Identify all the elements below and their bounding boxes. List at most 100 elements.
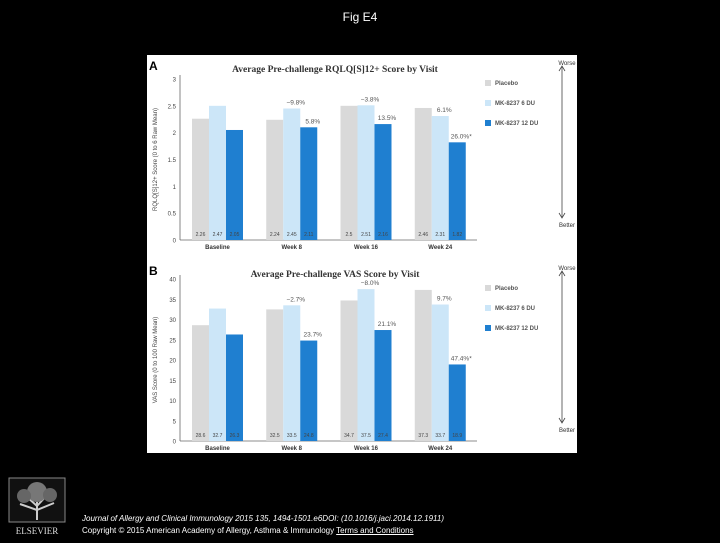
worse-label: Worse [558,61,576,67]
legend-swatch [485,305,491,311]
panel-letter: B [149,264,158,278]
legend-label: Placebo [495,286,518,292]
legend-swatch [485,100,491,106]
elsevier-logo: ELSEVIER [6,476,68,538]
bar-value-label: 2.5 [346,232,353,238]
legend-swatch [485,325,491,331]
bar [448,142,466,240]
category-label: Baseline [205,245,230,251]
y-tick-label: 3 [173,78,177,84]
terms-link[interactable]: Terms and Conditions [336,526,414,535]
y-tick-label: 2 [173,131,177,137]
y-axis-title: RQLQ[S]12+ Score (0 to 6 Raw Mean) [153,108,159,211]
bar-value-label: 33.7 [435,433,445,439]
category-label: Week 16 [354,245,379,251]
bar [414,289,432,441]
legend-swatch [485,120,491,126]
legend-swatch [485,80,491,86]
bar-value-label: 27.4 [378,433,388,439]
bar-value-label: 1.82 [452,232,462,238]
bar-value-label: 32.7 [213,433,223,439]
percent-annotation: −9.8% [286,100,305,107]
bar [374,330,392,441]
legend-label: MK-8237 12 DU [495,121,538,127]
percent-annotation: 9.7% [437,296,452,303]
copyright-line: Copyright © 2015 American Academy of All… [82,525,444,537]
bar [192,118,209,240]
bar-value-label: 34.7 [344,433,354,439]
y-tick-label: 25 [169,338,176,344]
category-label: Week 16 [354,446,379,452]
bar-value-label: 37.3 [418,433,428,439]
legend-swatch [485,285,491,291]
y-tick-label: 0 [173,440,177,446]
bar-value-label: 26.3 [230,433,240,439]
y-tick-label: 1 [173,185,177,191]
percent-annotation: 6.1% [437,107,452,114]
bar [357,289,375,441]
bar [357,105,375,240]
y-tick-label: 30 [169,318,176,324]
y-tick-label: 20 [169,359,176,365]
category-label: Baseline [205,446,230,452]
bar [448,364,466,441]
y-tick-label: 40 [169,278,176,284]
bar-value-label: 2.46 [418,232,428,238]
better-label: Better [559,223,575,229]
bar [300,340,318,441]
bar [266,119,284,240]
percent-annotation: 5.8% [305,118,320,125]
bar [266,309,284,441]
bar-value-label: 2.31 [435,232,445,238]
percent-annotation: 23.7% [304,332,323,339]
y-tick-label: 1.5 [168,158,177,164]
legend-label: MK-8237 6 DU [495,306,535,312]
bar-value-label: 2.24 [270,232,280,238]
y-tick-label: 10 [169,399,176,405]
bar-value-label: 32.5 [270,433,280,439]
y-tick-label: 2.5 [168,104,177,110]
category-label: Week 24 [428,245,453,251]
percent-annotation: −3.8% [361,96,380,103]
y-tick-label: 0.5 [168,212,177,218]
logo-text: ELSEVIER [16,526,59,536]
arrow-up-icon [558,65,566,72]
bar [283,305,301,441]
percent-annotation: 26.0%* [451,133,472,140]
footer: Journal of Allergy and Clinical Immunolo… [82,513,444,537]
bar [283,108,301,240]
category-label: Week 8 [281,245,302,251]
bar-value-label: 2.11 [304,232,314,238]
category-label: Week 8 [281,446,302,452]
bar [340,300,358,441]
bar-value-label: 24.8 [304,433,314,439]
chart-title: Average Pre-challenge RQLQ[S]12+ Score b… [232,65,439,75]
bar [431,116,449,240]
bar [209,308,226,441]
bar [209,105,226,240]
bar-value-label: 2.51 [361,232,371,238]
citation-text: Journal of Allergy and Clinical Immunolo… [82,514,445,523]
bar-value-label: 18.9 [452,433,462,439]
bar [226,334,243,441]
arrow-down-icon [558,212,566,219]
category-label: Week 24 [428,446,453,452]
bar-value-label: 37.5 [361,433,371,439]
bar-value-label: 2.26 [196,232,206,238]
bar-value-label: 33.5 [287,433,297,439]
bar-value-label: 2.05 [230,232,240,238]
figure-panel: A Average Pre-challenge RQLQ[S]12+ Score … [147,55,577,453]
elsevier-tree-icon: ELSEVIER [8,477,66,536]
bar-value-label: 2.45 [287,232,297,238]
copyright-text: Copyright © 2015 American Academy of All… [82,526,335,535]
arrow-up-icon [558,270,566,277]
legend-label: Placebo [495,81,518,87]
bar [431,304,449,441]
slide-title: Fig E4 [342,10,378,24]
y-axis-title: VAS Score (0 to 100 Raw Mean) [153,317,159,404]
y-tick-label: 0 [173,239,177,245]
percent-annotation: 47.4%* [451,355,472,362]
panel-letter: A [149,59,158,73]
y-tick-label: 35 [169,298,176,304]
legend-label: MK-8237 12 DU [495,326,538,332]
